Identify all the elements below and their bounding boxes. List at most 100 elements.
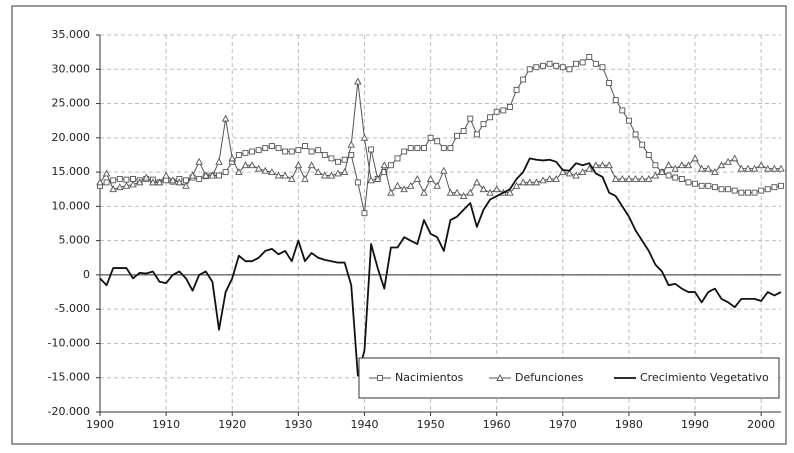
point-marker [486,188,494,196]
point-marker [420,188,428,196]
series-line [99,157,782,377]
point-marker [155,178,164,186]
point-marker [704,164,713,172]
point-marker [698,182,705,189]
x-tick-label: 1910 [152,418,180,431]
point-marker [599,64,606,71]
point-marker [638,175,646,182]
point-marker [479,185,488,193]
point-marker [639,141,646,148]
point-marker [764,186,771,193]
point-marker [103,179,110,186]
point-marker [242,149,249,156]
point-marker [96,178,104,186]
point-marker [221,114,230,122]
point-marker [691,154,699,162]
point-marker [321,171,329,179]
point-marker [354,77,362,85]
point-marker [149,178,157,186]
point-marker [261,166,270,174]
point-marker [578,168,587,176]
point-marker [215,157,223,165]
point-marker [573,60,579,67]
point-marker [751,189,758,196]
x-tick-label: 1930 [284,418,312,431]
x-tick-label: 1940 [350,418,378,431]
point-marker [764,164,772,172]
point-marker [196,175,203,182]
point-marker [533,64,540,71]
point-marker [493,108,500,115]
point-marker [361,210,368,217]
point-marker [692,180,698,187]
point-marker [122,181,131,189]
point-marker [367,176,375,184]
point-marker [288,148,295,155]
point-marker [546,60,553,67]
point-marker [711,168,719,176]
point-marker [664,161,673,169]
point-marker [565,169,574,177]
point-marker [182,181,190,189]
point-marker [487,114,494,121]
point-marker [598,161,607,169]
point-marker [241,161,250,169]
point-marker [473,178,481,186]
point-marker [281,171,289,179]
point-marker [381,169,388,176]
point-marker [606,80,613,86]
point-marker [744,189,751,196]
x-tick-label: 1920 [218,418,246,431]
point-marker [520,76,527,83]
y-tick-label: -5.000 [55,302,90,315]
point-marker [684,161,693,169]
point-marker [506,104,513,110]
point-marker [552,175,560,182]
point-marker [651,171,660,179]
point-marker [116,183,124,191]
point-marker [611,175,620,182]
point-marker [109,185,117,193]
point-marker [579,59,586,66]
legend-box [358,357,780,399]
point-marker [129,180,137,188]
point-marker [632,131,639,138]
legend-label: Defunciones [515,371,584,384]
y-tick-label: -10.000 [48,336,90,349]
point-marker [308,148,315,155]
legend-label: Nacimientos [395,371,464,384]
point-marker [652,162,659,169]
point-marker [525,178,534,186]
point-marker [612,97,619,104]
point-marker [678,161,686,169]
point-marker [202,171,210,179]
point-marker [738,189,745,196]
legend-label: Crecimiento Vegetativo [640,371,769,384]
point-marker [645,175,653,182]
point-marker [631,175,640,182]
point-marker [407,145,414,152]
point-marker [406,181,415,189]
point-marker [671,164,679,172]
point-marker [282,148,289,155]
point-marker [347,140,356,148]
point-marker [730,154,739,162]
y-tick-label: 20.000 [52,131,91,144]
point-marker [301,175,309,182]
point-marker [341,156,348,163]
point-marker [255,147,262,154]
point-marker [506,188,514,196]
point-marker [294,161,303,169]
point-marker [672,174,679,181]
point-marker [135,178,144,186]
point-marker [368,146,375,153]
point-marker [387,188,395,196]
point-marker [315,147,322,154]
point-marker [572,171,580,179]
point-marker [123,176,130,183]
point-marker [540,62,546,69]
point-marker [492,185,501,193]
point-marker [757,161,765,169]
point-marker [421,145,427,152]
point-marker [274,171,283,179]
